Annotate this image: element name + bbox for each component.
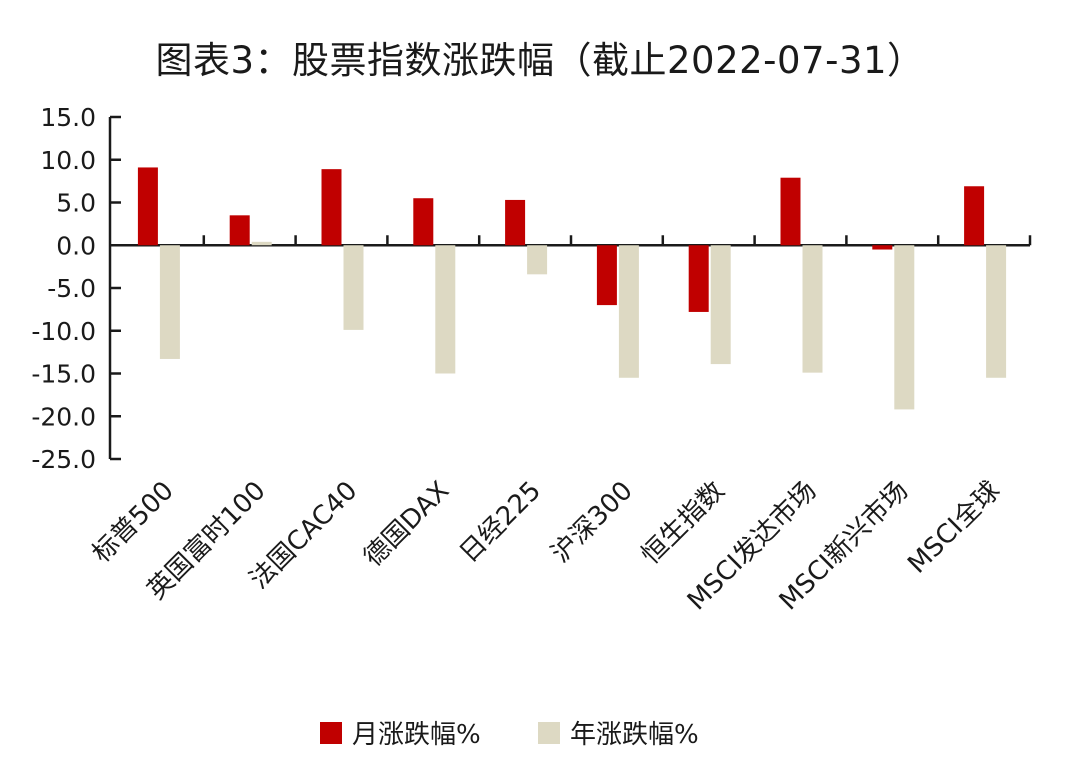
legend-label-monthly: 月涨跌幅% — [352, 720, 481, 750]
legend-swatch-monthly — [320, 722, 342, 744]
y-tick-label: -25.0 — [31, 445, 96, 474]
x-category-label: MSCI全球 — [902, 476, 1006, 580]
bar-monthly-change — [321, 169, 342, 246]
bar-yearly-change — [343, 245, 364, 330]
bar-monthly-change — [780, 177, 801, 246]
y-tick-label: 15.0 — [40, 103, 96, 132]
y-tick-label: -5.0 — [47, 274, 96, 303]
bar-yearly-change — [894, 245, 915, 410]
x-category-label: 沪深300 — [546, 476, 639, 569]
x-category-label: 恒生指数 — [636, 476, 731, 571]
bar-monthly-change — [505, 199, 526, 246]
bar-monthly-change — [596, 245, 617, 306]
bar-yearly-change — [251, 241, 272, 246]
y-tick-label: 0.0 — [56, 231, 96, 260]
bar-monthly-change — [872, 245, 893, 250]
y-tick-label: 10.0 — [40, 146, 96, 175]
bar-yearly-change — [802, 245, 823, 373]
y-tick-label: -15.0 — [31, 360, 96, 389]
y-tick-label: -20.0 — [31, 402, 96, 431]
chart-title: 图表3：股票指数涨跌幅（截止2022-07-31） — [155, 39, 925, 82]
y-tick-label: 5.0 — [56, 189, 96, 218]
bar-yearly-change — [710, 245, 731, 365]
x-category-label: 标普500 — [87, 476, 180, 569]
bar-yearly-change — [527, 245, 548, 275]
bar-monthly-change — [229, 215, 250, 246]
bar-yearly-change — [986, 245, 1007, 378]
bar-yearly-change — [159, 245, 180, 359]
bar-monthly-change — [137, 167, 158, 246]
bar-yearly-change — [618, 245, 639, 378]
x-category-label: 德国DAX — [358, 476, 455, 573]
bar-monthly-change — [413, 198, 434, 246]
legend-swatch-yearly — [538, 722, 560, 744]
x-category-label: 日经225 — [454, 476, 547, 569]
bar-yearly-change — [435, 245, 456, 374]
legend-label-yearly: 年涨跌幅% — [570, 720, 699, 750]
bar-monthly-change — [688, 245, 709, 312]
y-tick-label: -10.0 — [31, 317, 96, 346]
bar-monthly-change — [964, 186, 985, 246]
